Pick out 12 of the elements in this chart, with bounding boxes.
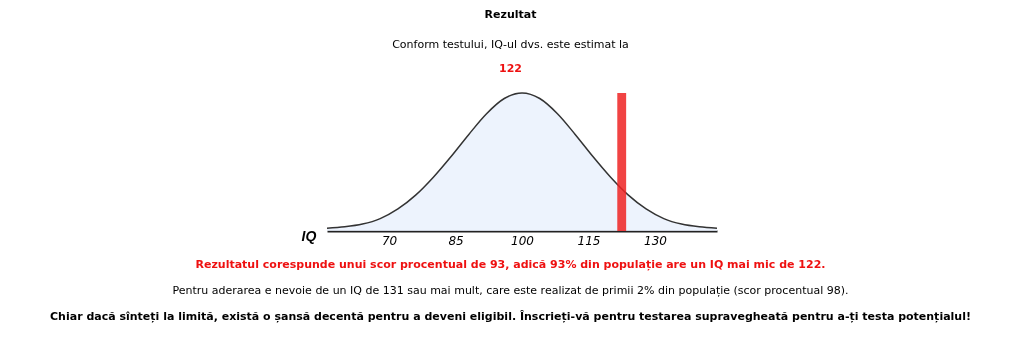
x-tick-label: 100	[510, 233, 534, 248]
x-tick-label: 130	[643, 233, 667, 248]
x-tick-label: 70	[381, 233, 398, 248]
text: Rezultatul corespunde unui scor procentual de 93, adică 93% din populație are un IQ mai mic de 122.	[194, 258, 827, 273]
text: 122	[498, 61, 523, 77]
text: Pentru aderarea e nevoie de un IQ de 131 sau mai mult, care este realizat de primii 2% din populație (scor procentual 98).	[171, 284, 850, 299]
chart-title: Rezultat	[483, 7, 538, 23]
x-tick-label: 85	[447, 233, 464, 248]
x-tick-label: 115	[577, 233, 600, 248]
x-axis-title: IQ	[301, 227, 316, 244]
chart-subtitle: Conform testului, IQ-ul dvs. este estimat la	[391, 37, 630, 53]
text: Chiar dacă sînteți la limită, există o șansă decentă pentru a deveni eligibil. Înscrieți-vă pentru testarea supravegheată pentru a-ți testa potențialul!	[49, 310, 972, 323]
